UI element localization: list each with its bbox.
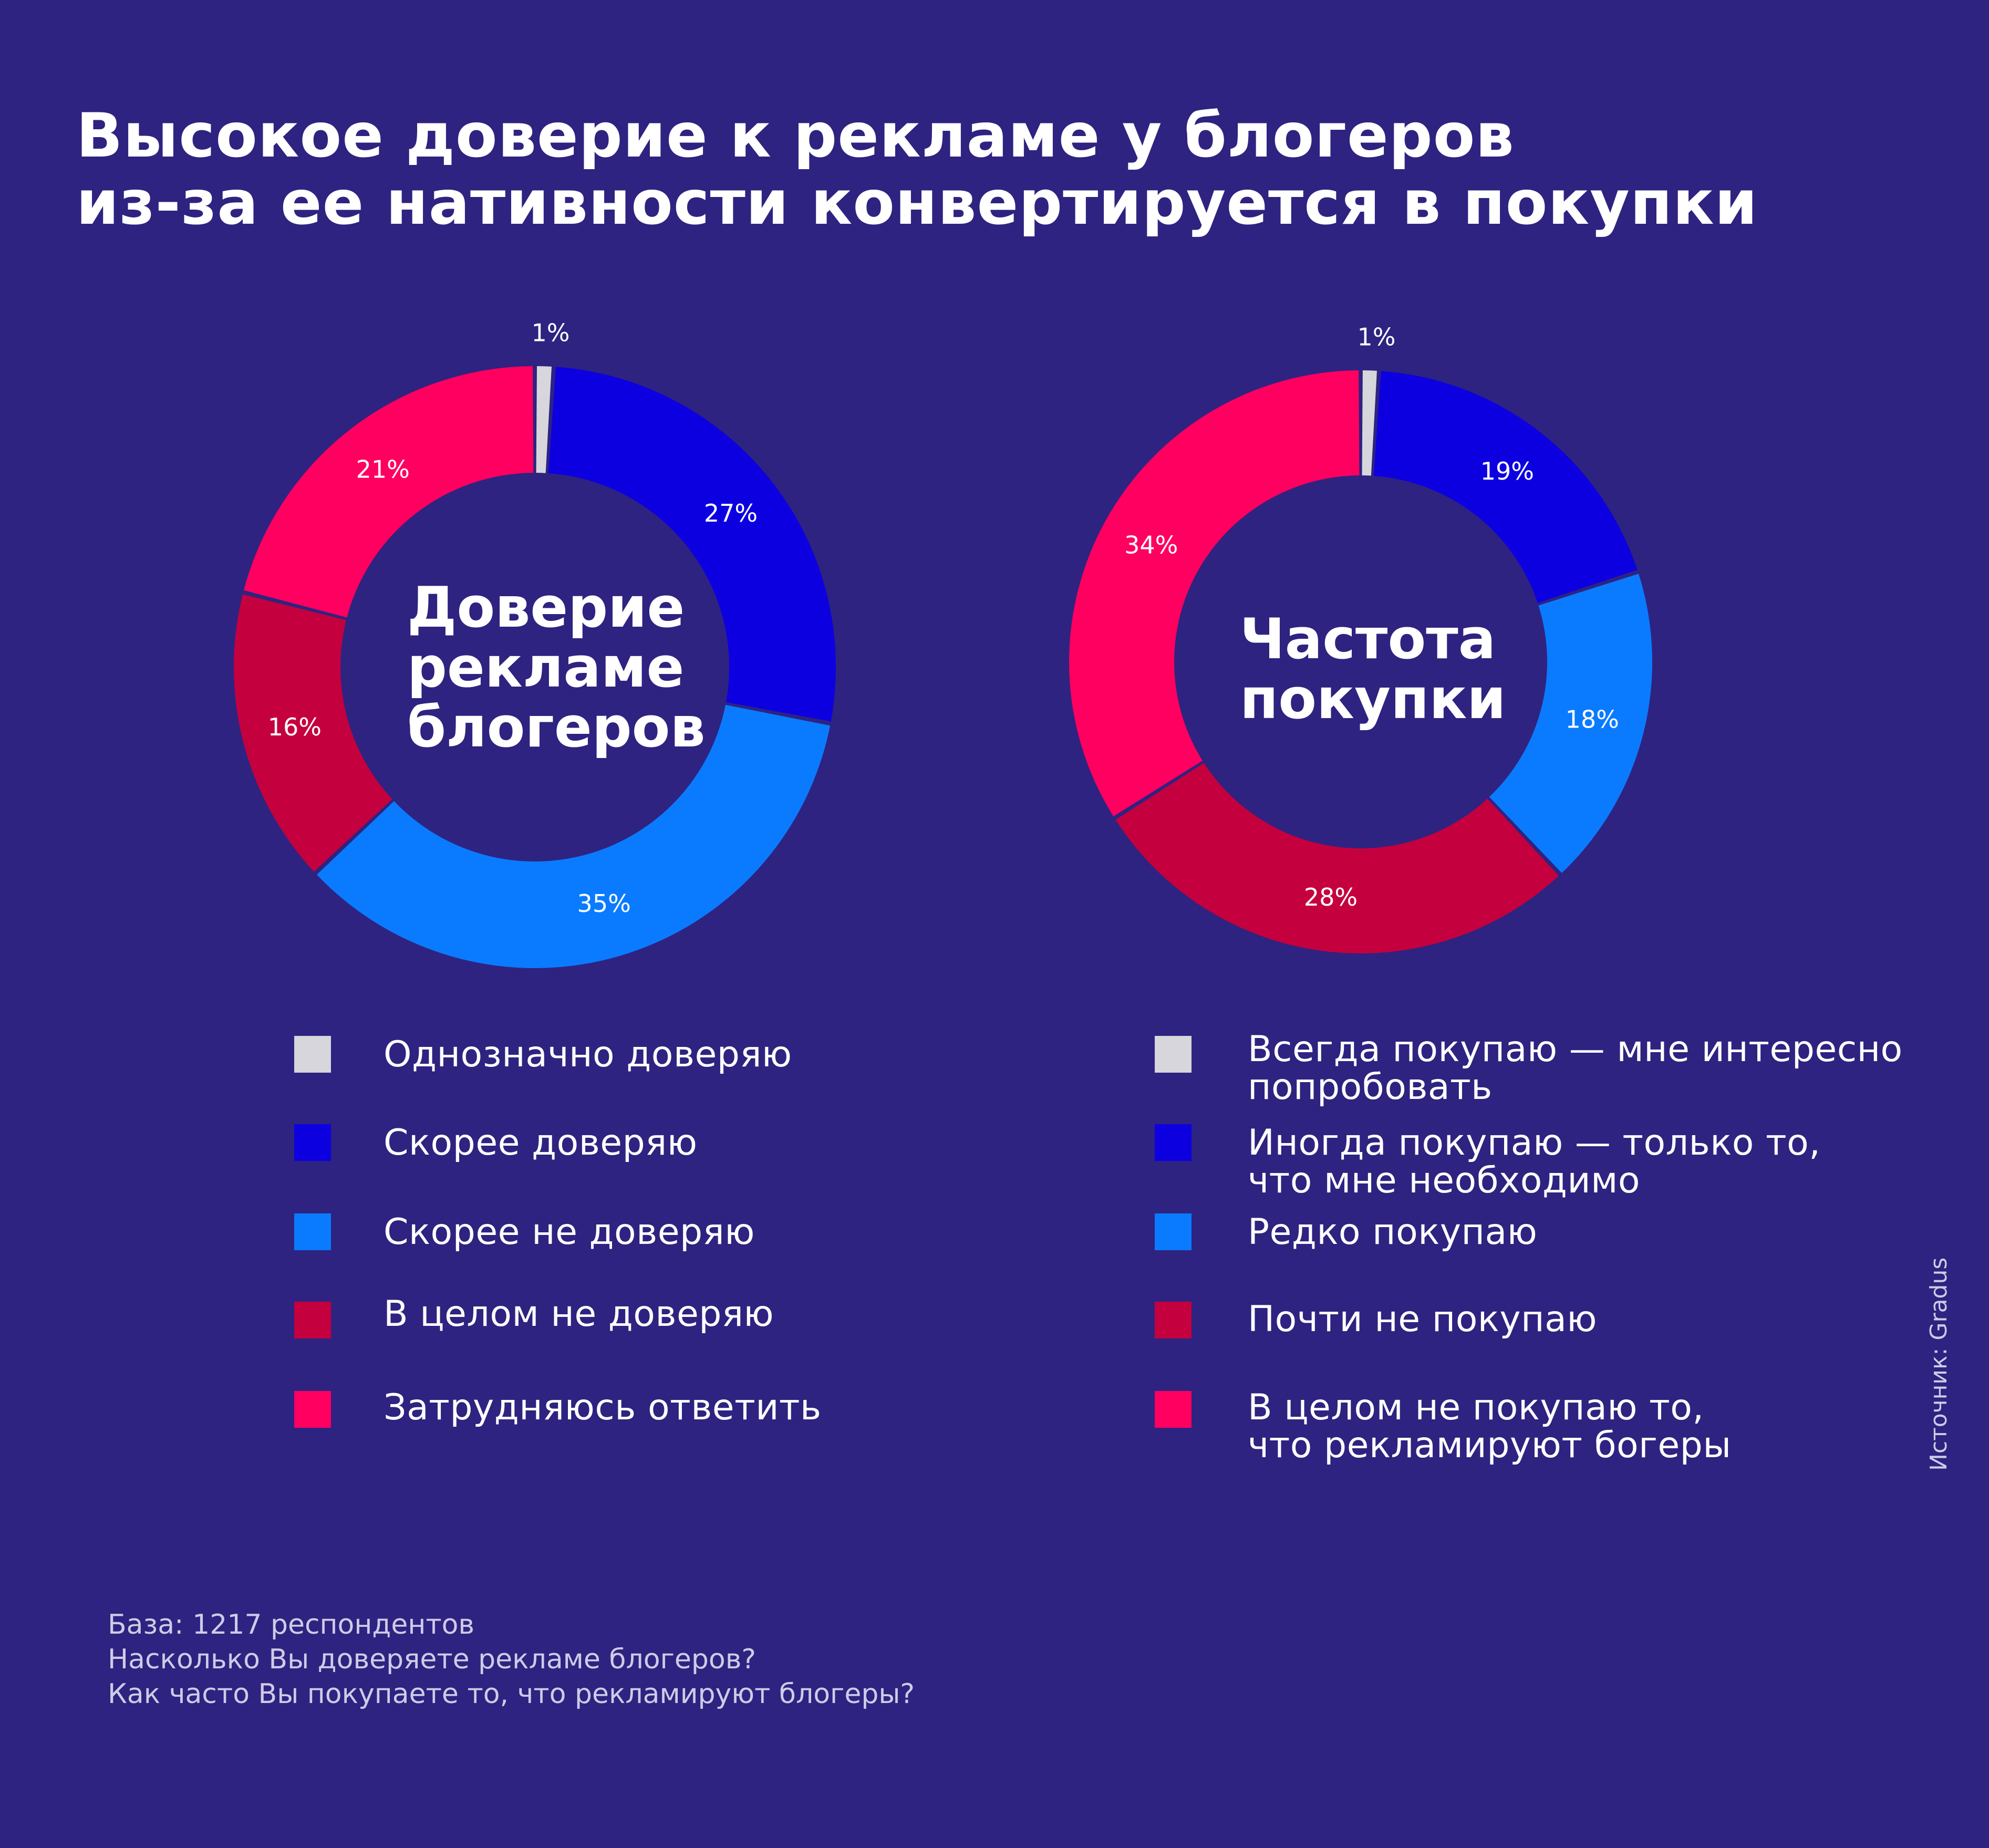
legend-label: В целом не покупаю то, что рекламируют б… [1248, 1387, 1732, 1466]
legend-label: Почти не покупаю [1248, 1299, 1597, 1340]
title-line-2: из-за ее нативности конвертируется в пок… [76, 168, 1758, 238]
donut-frequency-label-2: 18% [1566, 705, 1619, 734]
donut-trust-label-0: 1% [532, 319, 570, 347]
legend-swatch [1155, 1302, 1192, 1338]
donut-trust-slice-1 [548, 367, 836, 722]
legend-swatch [1155, 1213, 1192, 1250]
legend-label: Скорее не доверяю [384, 1211, 755, 1253]
legend-label: Однозначно доверяю [384, 1034, 792, 1075]
legend-swatch [294, 1302, 331, 1338]
donut-frequency-slice-1 [1373, 371, 1638, 603]
legend-label: Всегда покупаю — мне интересно попробова… [1248, 1029, 1903, 1108]
legend-label: Затрудняюсь ответить [384, 1387, 822, 1428]
legend-swatch [294, 1124, 331, 1161]
donut-trust-label-2: 35% [577, 889, 631, 918]
legend-swatch [294, 1036, 331, 1073]
legend-swatch [294, 1391, 331, 1428]
donut-trust-slice-3 [234, 594, 392, 872]
donut-trust-slice-2 [317, 704, 831, 968]
donut-trust-label-1: 27% [704, 499, 758, 527]
center-label-line: Доверие [407, 575, 685, 640]
donut-trust-label-4: 21% [356, 455, 410, 484]
donut-frequency-slice-2 [1489, 574, 1652, 873]
donut-frequency-slice-4 [1069, 370, 1360, 817]
footnote-question-2: Как часто Вы покупаете то, что рекламиру… [108, 1678, 915, 1710]
chart-trust-center-label: Доверие рекламе блогеров [407, 578, 706, 757]
chart-frequency-center-label: Частота покупки [1240, 609, 1506, 729]
center-label-line: рекламе [407, 635, 685, 700]
legend-swatch [1155, 1391, 1192, 1428]
footnote-question-1: Насколько Вы доверяете рекламе блогеров? [108, 1644, 756, 1675]
source-credit: Источник: Gradus [1925, 1257, 1952, 1471]
center-label-line: покупки [1240, 667, 1506, 731]
donut-trust-slice-0 [536, 366, 552, 473]
legend-swatch [294, 1213, 331, 1250]
donut-frequency-label-0: 1% [1358, 323, 1396, 351]
footnote-base: База: 1217 респондентов [108, 1609, 475, 1641]
legend-label: Скорее доверяю [384, 1122, 698, 1164]
title-line-1: Высокое доверие к рекламе у блогеров [76, 100, 1515, 171]
center-label-line: Частота [1240, 607, 1496, 671]
donut-frequency-label-1: 19% [1480, 457, 1534, 485]
donut-frequency-slice-0 [1362, 370, 1377, 476]
legend-swatch [1155, 1036, 1192, 1073]
donut-frequency-label-3: 28% [1304, 883, 1358, 911]
legend-label: Иногда покупаю — только то, что мне необ… [1248, 1122, 1821, 1201]
footnote: База: 1217 респондентов Насколько Вы дов… [108, 1607, 915, 1711]
page-title: Высокое доверие к рекламе у блогеров из-… [76, 102, 1758, 237]
legend-swatch [1155, 1124, 1192, 1161]
center-label-line: блогеров [407, 695, 706, 760]
donut-frequency-slice-3 [1115, 763, 1559, 953]
donut-frequency-label-4: 34% [1124, 531, 1178, 559]
legend-label: В целом не доверяю [384, 1293, 774, 1335]
donut-trust-slice-4 [244, 366, 534, 618]
donut-trust-label-3: 16% [268, 713, 322, 741]
legend-label: Редко покупаю [1248, 1211, 1538, 1253]
